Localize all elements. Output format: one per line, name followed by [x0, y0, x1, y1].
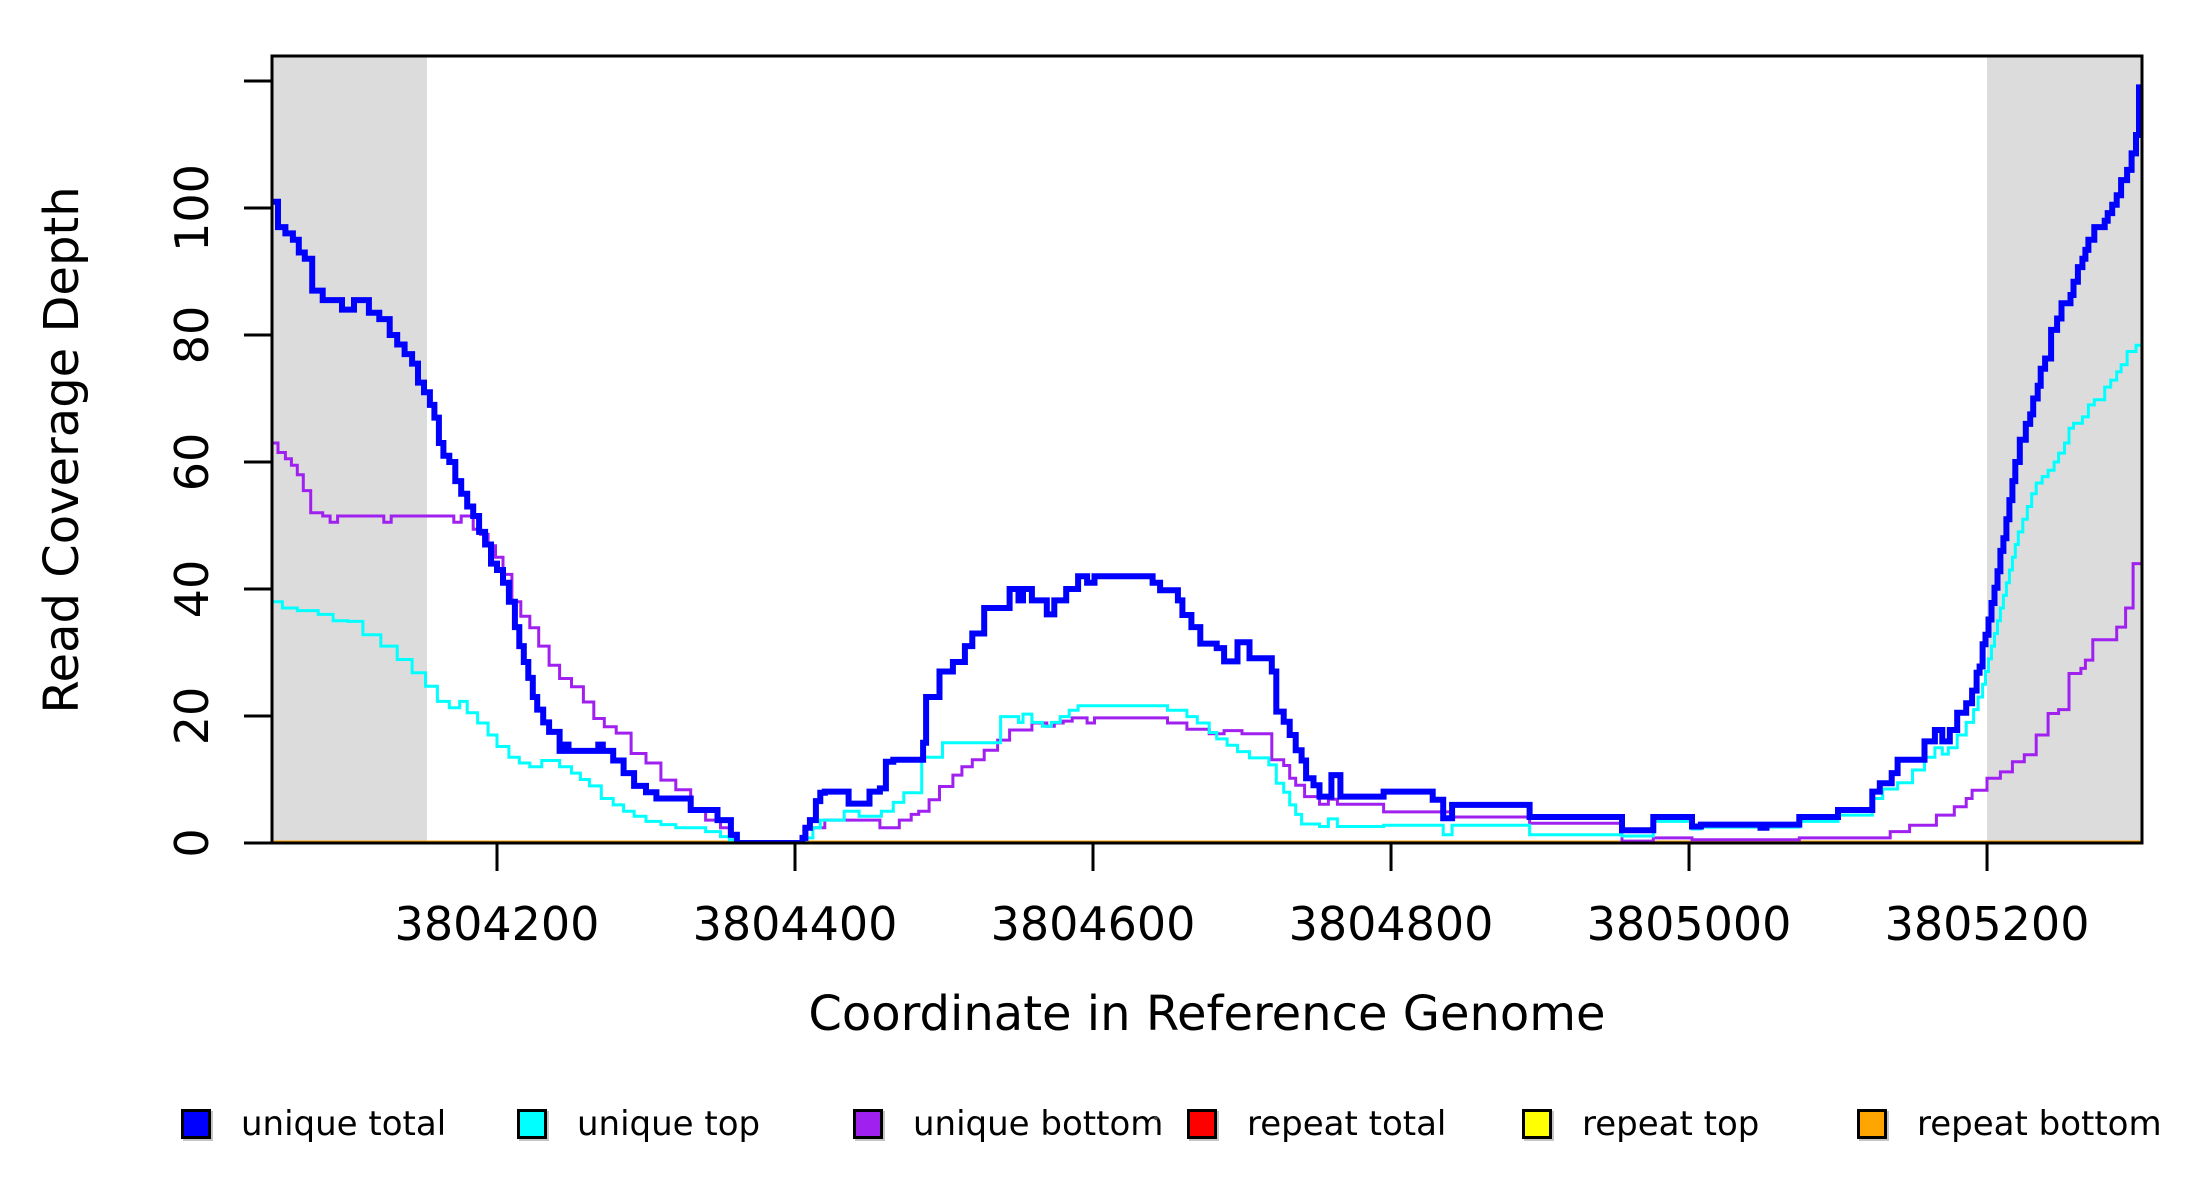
x-axis-title: Coordinate in Reference Genome — [808, 986, 1605, 1042]
y-tick-label: 80 — [165, 306, 219, 365]
x-tick-label: 3804600 — [991, 897, 1196, 951]
x-tick-label: 3805000 — [1587, 897, 1792, 951]
x-tick-label: 3805200 — [1885, 897, 2090, 951]
legend-item-unique-total: unique total — [181, 1102, 446, 1146]
plot-border-box — [270, 54, 2144, 845]
axis-ticks-group: 0 20 40 60 80 100 3804200 3804400 3804600 3804800… — [165, 79, 2090, 951]
y-tick-label: 100 — [165, 164, 219, 252]
legend-item-unique-top: unique top — [517, 1102, 760, 1146]
legend-swatch-repeat-total — [1187, 1109, 1217, 1139]
legend-swatch-repeat-bottom — [1857, 1109, 1887, 1139]
legend-label: repeat top — [1582, 1104, 1760, 1144]
legend-swatch-unique-total — [181, 1109, 211, 1139]
legend-label: unique bottom — [913, 1104, 1164, 1144]
stray-mark — [1154, 1116, 1158, 1120]
legend-item-repeat-top: repeat top — [1522, 1102, 1759, 1146]
y-tick-label: 20 — [165, 687, 219, 746]
legend-swatch-unique-top — [517, 1109, 547, 1139]
y-axis-title: Read Coverage Depth — [34, 186, 90, 713]
legend-item-repeat-bottom: repeat bottom — [1857, 1102, 2162, 1146]
y-tick-label: 60 — [165, 433, 219, 492]
shaded-regions-group — [272, 56, 2142, 843]
x-tick-label: 3804400 — [693, 897, 898, 951]
series-line-unique-total — [272, 84, 2142, 843]
left-flank-region — [272, 56, 427, 843]
legend-label: unique top — [577, 1104, 761, 1144]
x-tick-label: 3804800 — [1289, 897, 1494, 951]
legend-swatch-unique-bottom — [853, 1109, 883, 1139]
legend-item-repeat-total: repeat total — [1187, 1102, 1446, 1146]
series-lines-group — [272, 84, 2142, 843]
y-tick-label: 0 — [165, 828, 219, 857]
legend-label: unique total — [241, 1104, 447, 1144]
legend-swatch-repeat-top — [1522, 1109, 1552, 1139]
legend-item-unique-bottom: unique bottom — [853, 1102, 1163, 1146]
y-tick-label: 40 — [165, 560, 219, 619]
series-line-unique-top — [272, 343, 2142, 843]
legend-label: repeat total — [1247, 1104, 1447, 1144]
legend-label: repeat bottom — [1917, 1104, 2162, 1144]
x-tick-label: 3804200 — [395, 897, 600, 951]
